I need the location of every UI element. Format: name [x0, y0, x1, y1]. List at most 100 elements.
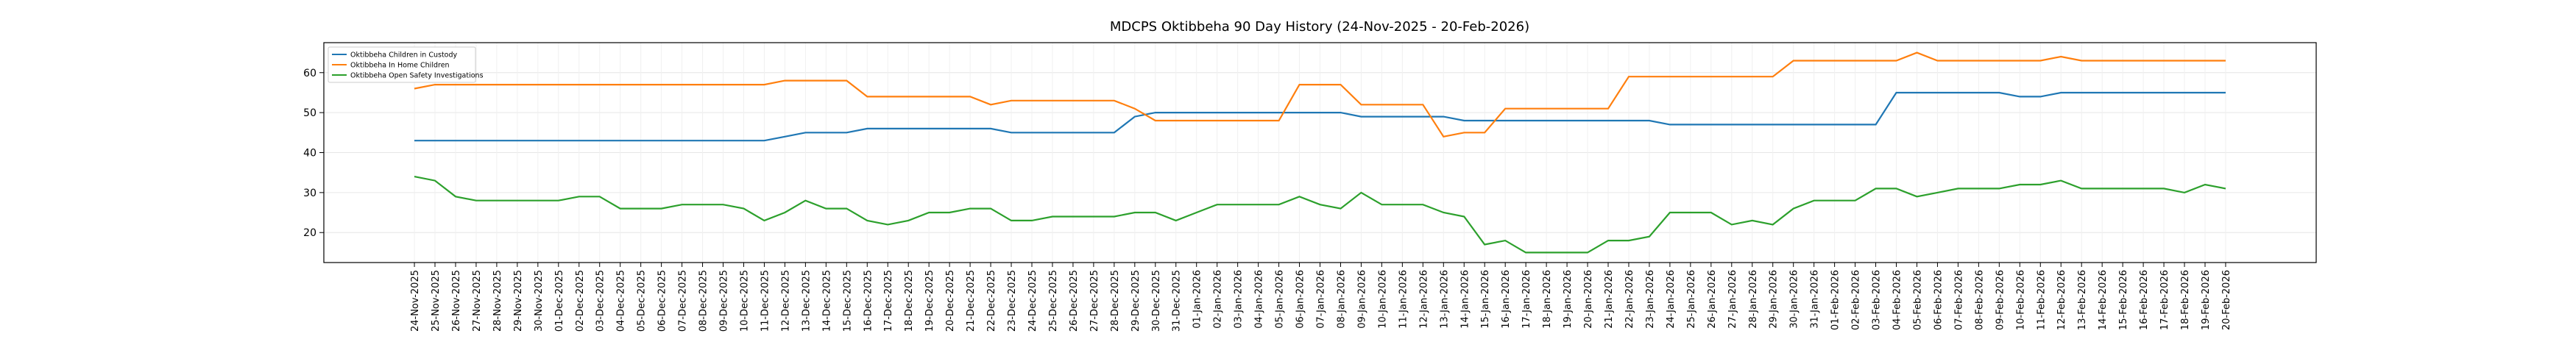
x-tick-label: 09-Dec-2025: [719, 270, 730, 332]
x-tick-label: 04-Dec-2025: [616, 270, 627, 332]
x-tick-label: 26-Jan-2026: [1707, 270, 1718, 329]
x-tick-label: 11-Jan-2026: [1398, 270, 1409, 329]
x-tick-label: 08-Jan-2026: [1336, 270, 1347, 329]
x-tick-label: 16-Dec-2025: [863, 270, 874, 332]
chart-title: MDCPS Oktibbeha 90 Day History (24-Nov-2…: [1110, 19, 1529, 35]
y-tick-label: 30: [303, 188, 316, 199]
x-tick-label: 31-Jan-2026: [1810, 270, 1821, 329]
x-tick-label: 24-Jan-2026: [1666, 270, 1677, 329]
x-tick-label: 25-Nov-2025: [431, 270, 442, 332]
x-tick-label: 15-Feb-2026: [2118, 270, 2129, 330]
x-tick-label: 02-Jan-2026: [1213, 270, 1224, 329]
legend: Oktibbeha Children in Custody Oktibbeha I…: [328, 46, 484, 83]
x-tick-label: 09-Feb-2026: [1995, 270, 2006, 330]
x-tick-label: 28-Dec-2025: [1110, 270, 1121, 332]
x-tick-label: 29-Jan-2026: [1769, 270, 1780, 329]
legend-label: Oktibbeha Children in Custody: [350, 51, 458, 60]
x-tick-label: 25-Dec-2025: [1048, 270, 1059, 332]
x-tick-label: 08-Dec-2025: [698, 270, 710, 332]
x-tick-label: 01-Feb-2026: [1830, 270, 1841, 330]
x-tick-label: 10-Feb-2026: [2015, 270, 2026, 330]
x-tick-label: 23-Dec-2025: [1007, 270, 1018, 332]
x-tick-label: 07-Jan-2026: [1316, 270, 1327, 329]
x-tick-label: 10-Jan-2026: [1377, 270, 1388, 329]
x-tick-label: 06-Jan-2026: [1295, 270, 1306, 329]
x-tick-label: 29-Dec-2025: [1130, 270, 1142, 332]
x-tick-label: 18-Jan-2026: [1542, 270, 1553, 329]
x-tick-label: 26-Dec-2025: [1069, 270, 1080, 332]
x-tick-label: 19-Dec-2025: [924, 270, 935, 332]
x-tick-label: 06-Feb-2026: [1933, 270, 1944, 330]
x-tick-label: 05-Jan-2026: [1275, 270, 1286, 329]
x-tick-label: 22-Jan-2026: [1624, 270, 1635, 329]
x-tick-label: 20-Feb-2026: [2221, 270, 2232, 330]
x-tick-label: 17-Dec-2025: [883, 270, 894, 332]
x-tick-label: 13-Dec-2025: [801, 270, 812, 332]
x-tick-label: 24-Dec-2025: [1027, 270, 1038, 332]
x-tick-label: 02-Dec-2025: [575, 270, 586, 332]
x-tick-label: 23-Jan-2026: [1645, 270, 1656, 329]
x-tick-label: 26-Nov-2025: [451, 270, 462, 332]
x-tick-label: 29-Nov-2025: [513, 270, 524, 332]
x-tick-label: 27-Nov-2025: [472, 270, 483, 332]
x-tick-label: 13-Jan-2026: [1439, 270, 1450, 329]
series-line: [414, 51, 2226, 138]
series-line: [414, 176, 2226, 254]
x-tick-label: 02-Feb-2026: [1851, 270, 1862, 330]
x-tick-label: 17-Feb-2026: [2159, 270, 2170, 330]
x-tick-label: 24-Nov-2025: [410, 270, 421, 332]
x-tick-label: 18-Dec-2025: [904, 270, 915, 332]
x-tick-label: 05-Feb-2026: [1912, 270, 1923, 330]
x-tick-label: 01-Dec-2025: [554, 270, 565, 332]
x-tick-label: 27-Jan-2026: [1727, 270, 1738, 329]
x-tick-label: 22-Dec-2025: [986, 270, 997, 332]
x-tick-label: 15-Dec-2025: [842, 270, 853, 332]
x-tick-label: 12-Feb-2026: [2056, 270, 2067, 330]
x-tick-label: 25-Jan-2026: [1686, 270, 1697, 329]
x-tick-label: 11-Dec-2025: [760, 270, 771, 332]
x-tick-label: 18-Feb-2026: [2180, 270, 2191, 330]
x-tick-label: 31-Dec-2025: [1172, 270, 1183, 332]
x-tick-label: 16-Feb-2026: [2139, 270, 2150, 330]
x-tick-label: 12-Dec-2025: [780, 270, 791, 332]
x-tick-label: 08-Feb-2026: [1974, 270, 1985, 330]
x-tick-label: 20-Jan-2026: [1583, 270, 1594, 329]
legend-label: Oktibbeha In Home Children: [350, 62, 450, 70]
x-tick-label: 21-Jan-2026: [1604, 270, 1615, 329]
x-tick-label: 07-Dec-2025: [678, 270, 689, 332]
x-tick-label: 09-Jan-2026: [1356, 270, 1367, 329]
x-tick-label: 19-Feb-2026: [2201, 270, 2212, 330]
x-tick-label: 04-Jan-2026: [1254, 270, 1265, 329]
x-tick-label: 03-Feb-2026: [1872, 270, 1883, 330]
x-tick-label: 28-Nov-2025: [492, 270, 503, 332]
x-tick-label: 11-Feb-2026: [2036, 270, 2047, 330]
legend-label: Oktibbeha Open Safety Investigations: [350, 72, 484, 80]
x-tick-label: 28-Jan-2026: [1748, 270, 1759, 329]
y-tick-label: 50: [303, 107, 316, 119]
x-tick-label: 13-Feb-2026: [2077, 270, 2088, 330]
y-tick-label: 60: [303, 68, 316, 79]
x-tick-label: 27-Dec-2025: [1089, 270, 1100, 332]
x-tick-label: 10-Dec-2025: [739, 270, 750, 332]
legend-box: [328, 46, 476, 83]
x-tick-label: 14-Feb-2026: [2098, 270, 2109, 330]
x-tick-label: 14-Dec-2025: [821, 270, 832, 332]
x-tick-label: 04-Feb-2026: [1892, 270, 1903, 330]
x-tick-label: 30-Nov-2025: [534, 270, 545, 332]
x-tick-label: 21-Dec-2025: [966, 270, 977, 332]
x-tick-label: 03-Jan-2026: [1234, 270, 1245, 329]
x-tick-label: 20-Dec-2025: [945, 270, 956, 332]
x-tick-label: 15-Jan-2026: [1480, 270, 1491, 329]
x-tick-label: 30-Dec-2025: [1151, 270, 1162, 332]
x-tick-label: 01-Jan-2026: [1192, 270, 1203, 329]
x-tick-label: 14-Jan-2026: [1459, 270, 1471, 329]
plot-frame: [323, 42, 2317, 263]
x-tick-label: 03-Dec-2025: [595, 270, 606, 332]
x-tick-label: 07-Feb-2026: [1953, 270, 1964, 330]
series-line: [414, 91, 2226, 142]
x-tick-label: 19-Jan-2026: [1563, 270, 1574, 329]
x-tick-label: 17-Jan-2026: [1521, 270, 1532, 329]
x-tick-label: 16-Jan-2026: [1501, 270, 1512, 329]
x-tick-label: 12-Jan-2026: [1418, 270, 1429, 329]
